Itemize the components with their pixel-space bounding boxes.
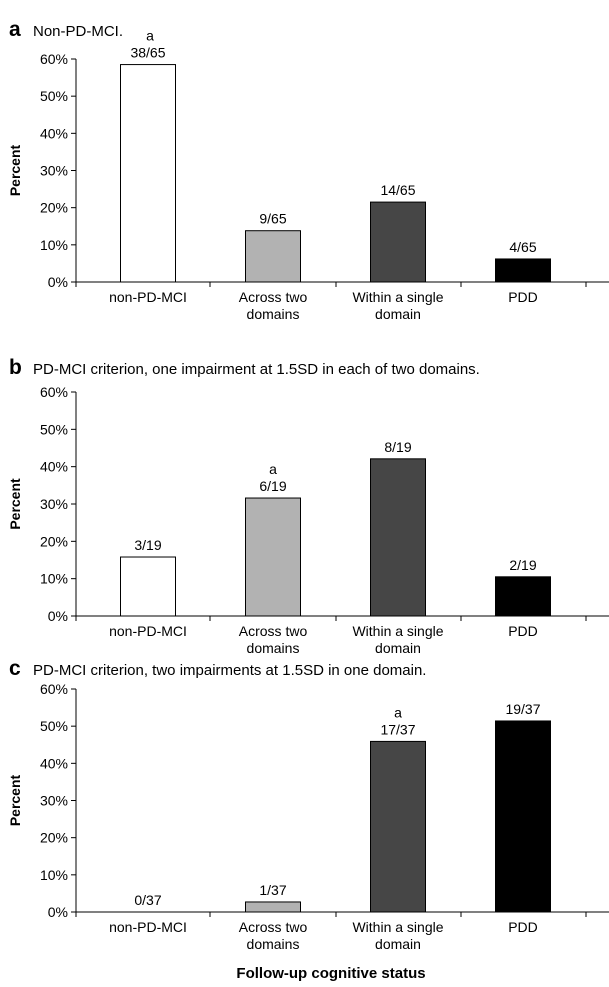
- y-axis-label: Percent: [7, 478, 23, 530]
- x-tick-label: domain: [375, 936, 421, 952]
- bar-across-two-domains: [245, 497, 301, 617]
- y-tick-label: 60%: [40, 681, 68, 697]
- y-tick-label: 0%: [48, 608, 68, 624]
- significance-marker: a: [146, 28, 154, 44]
- significance-marker: a: [269, 461, 277, 477]
- data-label: 14/65: [380, 182, 415, 198]
- data-label: 0/37: [134, 892, 161, 908]
- data-label: 19/37: [505, 701, 540, 717]
- significance-marker: a: [394, 704, 402, 720]
- x-tick-label: domains: [247, 640, 300, 656]
- panel-title: PD-MCI criterion, one impairment at 1.5S…: [33, 361, 480, 378]
- panel-title: PD-MCI criterion, two impairments at 1.5…: [33, 662, 426, 679]
- figure-x-axis-label: Follow-up cognitive status: [236, 965, 425, 982]
- data-label: 2/19: [509, 557, 536, 573]
- data-label: 9/65: [259, 211, 286, 227]
- bar-non-pd-mci: [120, 556, 176, 617]
- y-axis-label: Percent: [7, 144, 23, 196]
- panel-letter: c: [9, 657, 21, 680]
- x-tick-label: domains: [247, 936, 300, 952]
- panel-letter: b: [9, 356, 22, 379]
- y-tick-label: 20%: [40, 830, 68, 846]
- x-tick-label: PDD: [508, 623, 538, 639]
- y-tick-label: 30%: [40, 496, 68, 512]
- x-tick-label: non-PD-MCI: [109, 623, 187, 639]
- data-label: 38/65: [130, 45, 165, 61]
- bar-across-two-domains: [245, 230, 301, 283]
- x-tick-label: Within a single: [352, 289, 443, 305]
- bar-within-single-domain: [370, 201, 426, 283]
- y-tick-label: 10%: [40, 867, 68, 883]
- x-tick-label: domain: [375, 640, 421, 656]
- y-tick-label: 40%: [40, 755, 68, 771]
- x-tick-label: Across two: [239, 623, 308, 639]
- x-tick-label: domains: [247, 306, 300, 322]
- y-tick-label: 10%: [40, 237, 68, 253]
- bar-across-two-domains: [245, 901, 301, 913]
- x-tick-label: Across two: [239, 919, 308, 935]
- x-tick-label: domain: [375, 306, 421, 322]
- y-tick-label: 50%: [40, 718, 68, 734]
- x-tick-label: PDD: [508, 289, 538, 305]
- x-tick-label: Across two: [239, 289, 308, 305]
- y-tick-label: 30%: [40, 793, 68, 809]
- x-tick-label: PDD: [508, 919, 538, 935]
- y-tick-label: 50%: [40, 421, 68, 437]
- bar-within-single-domain: [370, 740, 426, 913]
- x-tick-label: non-PD-MCI: [109, 919, 187, 935]
- x-tick-label: Within a single: [352, 623, 443, 639]
- y-tick-label: 0%: [48, 274, 68, 290]
- data-label: 8/19: [384, 439, 411, 455]
- y-axis-label: Percent: [7, 774, 23, 826]
- bar-non-pd-mci: [120, 64, 176, 283]
- data-label: 1/37: [259, 882, 286, 898]
- y-tick-label: 10%: [40, 571, 68, 587]
- y-tick-label: 60%: [40, 51, 68, 67]
- data-label: 4/65: [509, 239, 536, 255]
- bar-pdd: [495, 576, 551, 617]
- bar-pdd: [495, 720, 551, 913]
- x-tick-label: Within a single: [352, 919, 443, 935]
- y-tick-label: 0%: [48, 904, 68, 920]
- y-tick-label: 50%: [40, 88, 68, 104]
- y-tick-label: 30%: [40, 163, 68, 179]
- data-label: 6/19: [259, 478, 286, 494]
- bar-pdd: [495, 258, 551, 283]
- y-tick-label: 20%: [40, 533, 68, 549]
- panel-letter: a: [9, 18, 21, 41]
- y-tick-label: 20%: [40, 200, 68, 216]
- bar-within-single-domain: [370, 458, 426, 617]
- y-tick-label: 40%: [40, 459, 68, 475]
- panel-title: Non-PD-MCI.: [33, 23, 123, 40]
- data-label: 17/37: [380, 721, 415, 737]
- x-tick-label: non-PD-MCI: [109, 289, 187, 305]
- data-label: 3/19: [134, 537, 161, 553]
- y-tick-label: 40%: [40, 125, 68, 141]
- y-tick-label: 60%: [40, 384, 68, 400]
